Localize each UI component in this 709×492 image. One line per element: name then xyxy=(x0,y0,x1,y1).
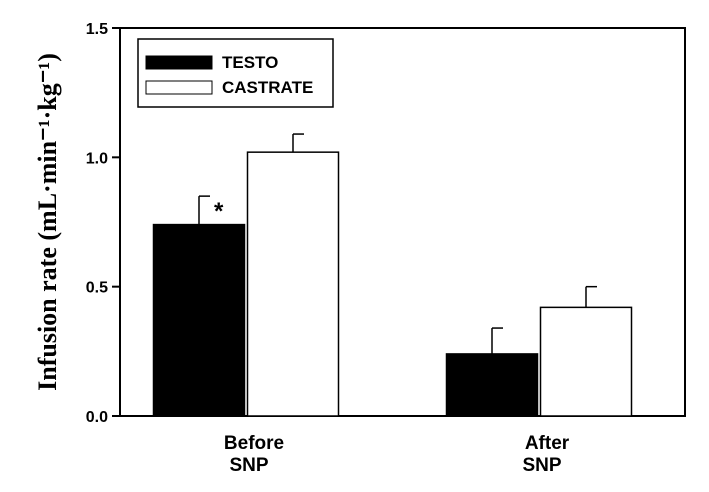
y-axis-label: Infusion rate (mL·min⁻¹·kg⁻¹) xyxy=(33,53,62,391)
legend-box xyxy=(137,38,334,108)
bars xyxy=(152,151,633,417)
legend-label-testo: TESTO xyxy=(222,53,278,72)
y-axis: 0.0 0.5 1.0 1.5 xyxy=(86,21,120,426)
x-category-label-line2: SNP xyxy=(229,455,268,476)
legend: TESTO CASTRATE xyxy=(137,38,334,108)
y-tick-label: 1.0 xyxy=(86,150,108,167)
bar-testo-after xyxy=(445,353,539,417)
error-bars xyxy=(198,133,597,354)
legend-label-castrate: CASTRATE xyxy=(222,78,313,97)
legend-swatch-castrate xyxy=(145,80,213,95)
bar-testo-before xyxy=(152,223,246,417)
y-tick-label: 0.0 xyxy=(86,409,108,426)
plot-frame xyxy=(119,27,686,417)
significance-asterisk: * xyxy=(214,198,224,225)
y-tick-label: 1.5 xyxy=(86,21,108,38)
x-category-label-line1: Before xyxy=(224,433,284,454)
y-tick-label: 0.5 xyxy=(86,280,108,297)
x-category-label-line2: SNP xyxy=(522,455,561,476)
annotations: * xyxy=(214,198,224,225)
bar-castrate-after xyxy=(539,306,633,417)
bar-castrate-before xyxy=(246,151,340,417)
plot-area-border xyxy=(119,27,686,417)
legend-swatch-testo xyxy=(145,55,213,70)
x-category-label-line1: After xyxy=(525,433,570,454)
